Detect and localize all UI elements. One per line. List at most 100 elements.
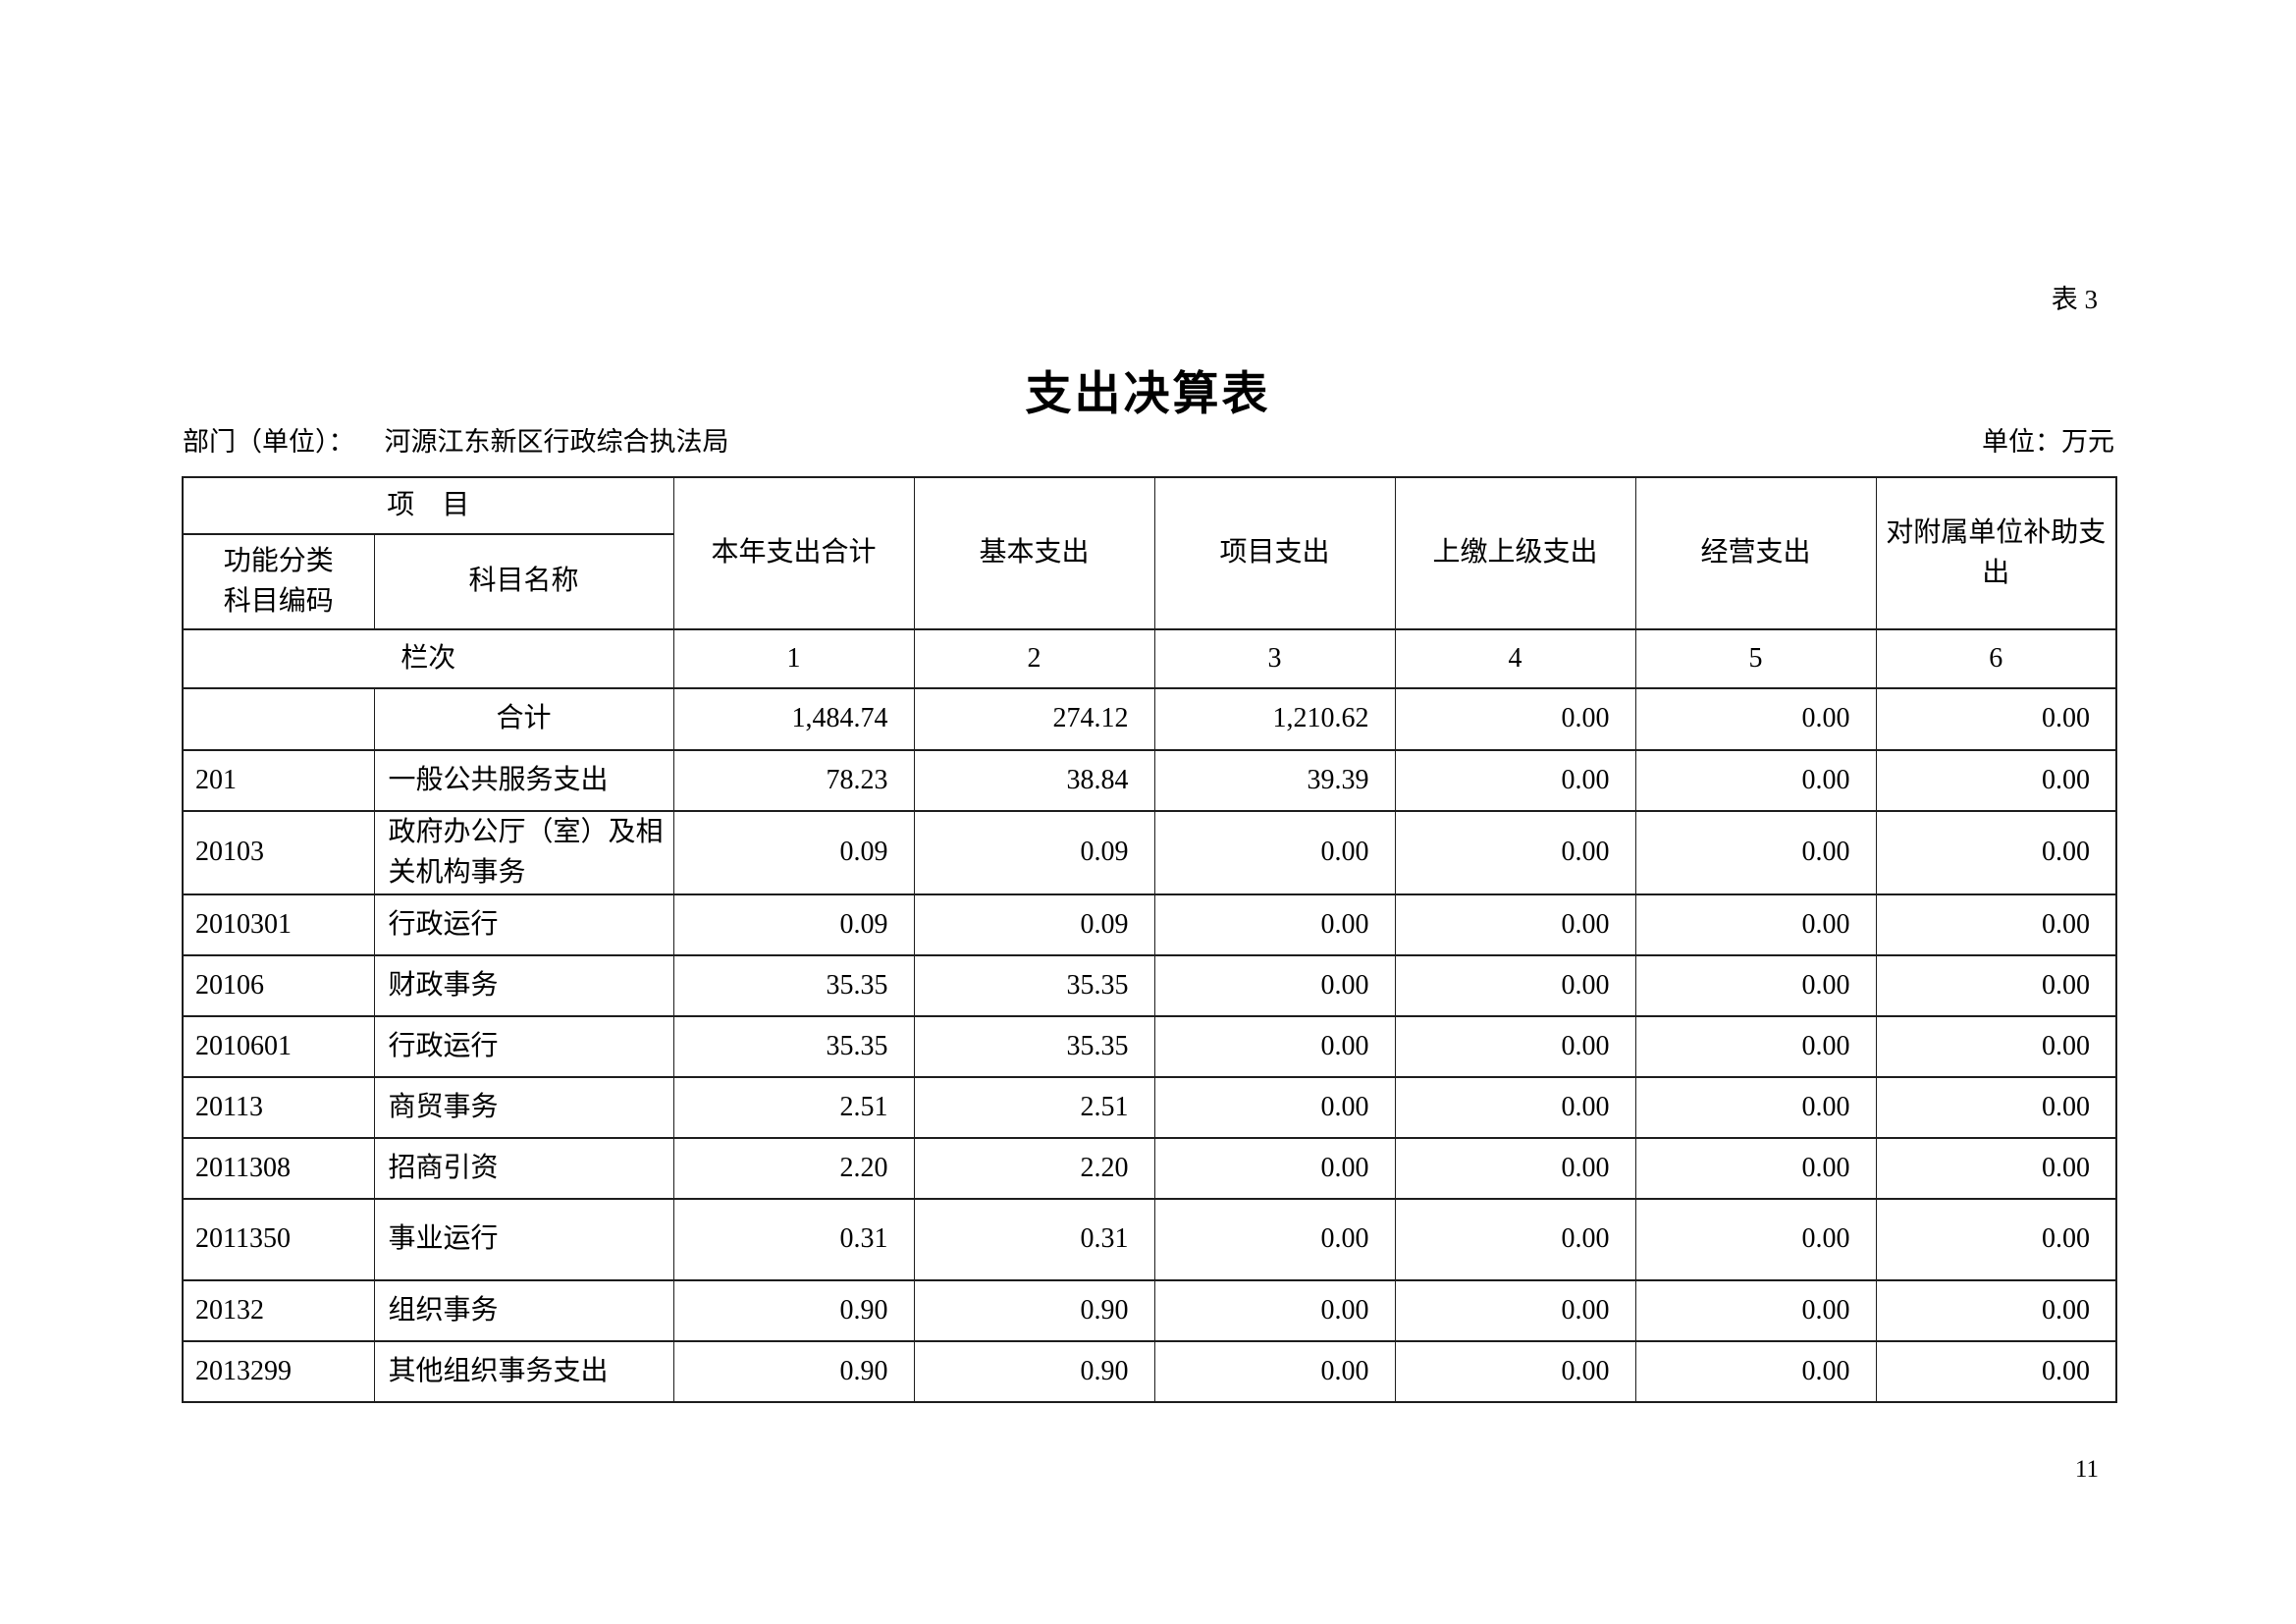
- value-cell: 1,210.62: [1153, 687, 1396, 751]
- value-cell: 0.00: [1875, 687, 2117, 751]
- value-cell: 39.39: [1153, 749, 1396, 812]
- table-header: 项 目 本年支出合计 基本支出 项目支出 上缴上级支出 经营支出 对附属单位补助…: [182, 476, 2117, 689]
- value-cell: 0.00: [1394, 954, 1636, 1017]
- value-cell: 1,484.74: [672, 687, 915, 751]
- value-cell: 78.23: [672, 749, 915, 812]
- value-cell: 0.00: [1394, 1340, 1636, 1403]
- value-cell: 35.35: [913, 954, 1155, 1017]
- table-row: 2011350 事业运行 0.31 0.31 0.00 0.00 0.00 0.00: [182, 1198, 2117, 1281]
- code-cell: 20106: [182, 954, 375, 1017]
- header-code-line1: 功能分类: [223, 545, 334, 576]
- code-cell: 2011308: [182, 1137, 375, 1200]
- value-cell: 0.00: [1875, 1137, 2117, 1200]
- subject-name-cell: 行政运行: [373, 893, 674, 956]
- code-cell: 20132: [182, 1279, 375, 1342]
- subject-name-cell: 财政事务: [373, 954, 674, 1017]
- value-cell: 0.00: [1153, 954, 1396, 1017]
- value-cell: 2.20: [672, 1137, 915, 1200]
- value-cell: 0.31: [672, 1198, 915, 1281]
- table-row: 20106 财政事务 35.35 35.35 0.00 0.00 0.00 0.00: [182, 954, 2117, 1017]
- value-cell: 0.00: [1634, 1279, 1877, 1342]
- subject-name-cell: 政府办公厅（室）及相关机构事务: [373, 810, 674, 895]
- value-cell: 0.00: [1394, 1279, 1636, 1342]
- column-number-2: 2: [913, 628, 1155, 689]
- department-line: 部门（单位）： 河源江东新区行政综合执法局: [183, 420, 729, 459]
- value-cell: 0.00: [1634, 810, 1877, 895]
- value-cell: 0.00: [1634, 1076, 1877, 1139]
- value-cell: 0.00: [1634, 749, 1877, 812]
- table-row: 20132 组织事务 0.90 0.90 0.00 0.00 0.00 0.00: [182, 1279, 2117, 1342]
- subject-name-cell: 招商引资: [373, 1137, 674, 1200]
- subject-name-cell: 一般公共服务支出: [373, 749, 674, 812]
- table-row: 2010301 行政运行 0.09 0.09 0.00 0.00 0.00 0.00: [182, 893, 2117, 956]
- value-cell: 0.00: [1394, 749, 1636, 812]
- code-cell: 2010301: [182, 893, 375, 956]
- value-cell: 0.00: [1875, 893, 2117, 956]
- column-number-3: 3: [1153, 628, 1396, 689]
- code-cell: 2013299: [182, 1340, 375, 1403]
- value-cell: 0.00: [1394, 893, 1636, 956]
- table-row: 20113 商贸事务 2.51 2.51 0.00 0.00 0.00 0.00: [182, 1076, 2117, 1139]
- code-cell: 20113: [182, 1076, 375, 1139]
- value-cell: 0.00: [1634, 954, 1877, 1017]
- table-row: 2010601 行政运行 35.35 35.35 0.00 0.00 0.00 0.00: [182, 1015, 2117, 1078]
- value-cell: 0.09: [913, 893, 1155, 956]
- table-row: 20103 政府办公厅（室）及相关机构事务 0.09 0.09 0.00 0.00 0.00…: [182, 810, 2117, 895]
- value-cell: 2.51: [913, 1076, 1155, 1139]
- table-row: 201 一般公共服务支出 78.23 38.84 39.39 0.00 0.00 0.00: [182, 749, 2117, 812]
- value-cell: 0.90: [913, 1340, 1155, 1403]
- value-cell: 0.00: [1153, 1198, 1396, 1281]
- value-cell: 0.31: [913, 1198, 1155, 1281]
- code-cell: 2011350: [182, 1198, 375, 1281]
- value-cell: 0.00: [1394, 687, 1636, 751]
- value-cell: 0.90: [913, 1279, 1155, 1342]
- value-cell: 0.00: [1394, 1137, 1636, 1200]
- value-cell: 0.00: [1394, 1198, 1636, 1281]
- code-cell: 20103: [182, 810, 375, 895]
- value-cell: 0.00: [1394, 1076, 1636, 1139]
- header-item-group: 项 目: [182, 476, 674, 535]
- value-cell: 0.00: [1875, 954, 2117, 1017]
- subject-name-cell: 事业运行: [373, 1198, 674, 1281]
- value-cell: 35.35: [672, 954, 915, 1017]
- column-number-6: 6: [1875, 628, 2117, 689]
- value-cell: 274.12: [913, 687, 1155, 751]
- value-cell: 0.00: [1153, 893, 1396, 956]
- value-cell: 0.00: [1875, 810, 2117, 895]
- value-cell: 0.00: [1394, 810, 1636, 895]
- value-cell: 0.00: [1634, 1015, 1877, 1078]
- page-title: 支出决算表: [1025, 369, 1271, 420]
- code-cell: 2010601: [182, 1015, 375, 1078]
- column-number-5: 5: [1634, 628, 1877, 689]
- header-col-operating: 经营支出: [1634, 476, 1877, 630]
- value-cell: 0.00: [1634, 1340, 1877, 1403]
- unit-label: 单位：万元: [1982, 427, 2114, 457]
- header-col-total: 本年支出合计: [672, 476, 915, 630]
- department-label: 部门（单位）：: [183, 427, 355, 457]
- page-number: 11: [2074, 1456, 2099, 1483]
- column-number-4: 4: [1394, 628, 1636, 689]
- value-cell: 0.00: [1875, 1198, 2117, 1281]
- code-cell: 201: [182, 749, 375, 812]
- header-col-subsidy: 对附属单位补助支出: [1875, 476, 2117, 630]
- value-cell: 2.51: [672, 1076, 915, 1139]
- value-cell: 0.09: [913, 810, 1155, 895]
- code-cell: [182, 687, 375, 751]
- value-cell: 0.00: [1153, 1340, 1396, 1403]
- subject-name-cell: 行政运行: [373, 1015, 674, 1078]
- value-cell: 35.35: [672, 1015, 915, 1078]
- header-rank-label: 栏次: [182, 628, 674, 689]
- header-row-item: 项 目 本年支出合计 基本支出 项目支出 上缴上级支出 经营支出 对附属单位补助…: [182, 476, 2117, 630]
- value-cell: 0.90: [672, 1340, 915, 1403]
- value-cell: 0.00: [1394, 1015, 1636, 1078]
- subject-name-cell: 组织事务: [373, 1279, 674, 1342]
- value-cell: 0.09: [672, 810, 915, 895]
- subject-name-cell: 商贸事务: [373, 1076, 674, 1139]
- header-col-project: 项目支出: [1153, 476, 1396, 630]
- department-value: 河源江东新区行政综合执法局: [384, 427, 729, 457]
- value-cell: 0.00: [1153, 1279, 1396, 1342]
- value-cell: 0.00: [1875, 1015, 2117, 1078]
- subject-name-cell: 其他组织事务支出: [373, 1340, 674, 1403]
- value-cell: 0.00: [1153, 1137, 1396, 1200]
